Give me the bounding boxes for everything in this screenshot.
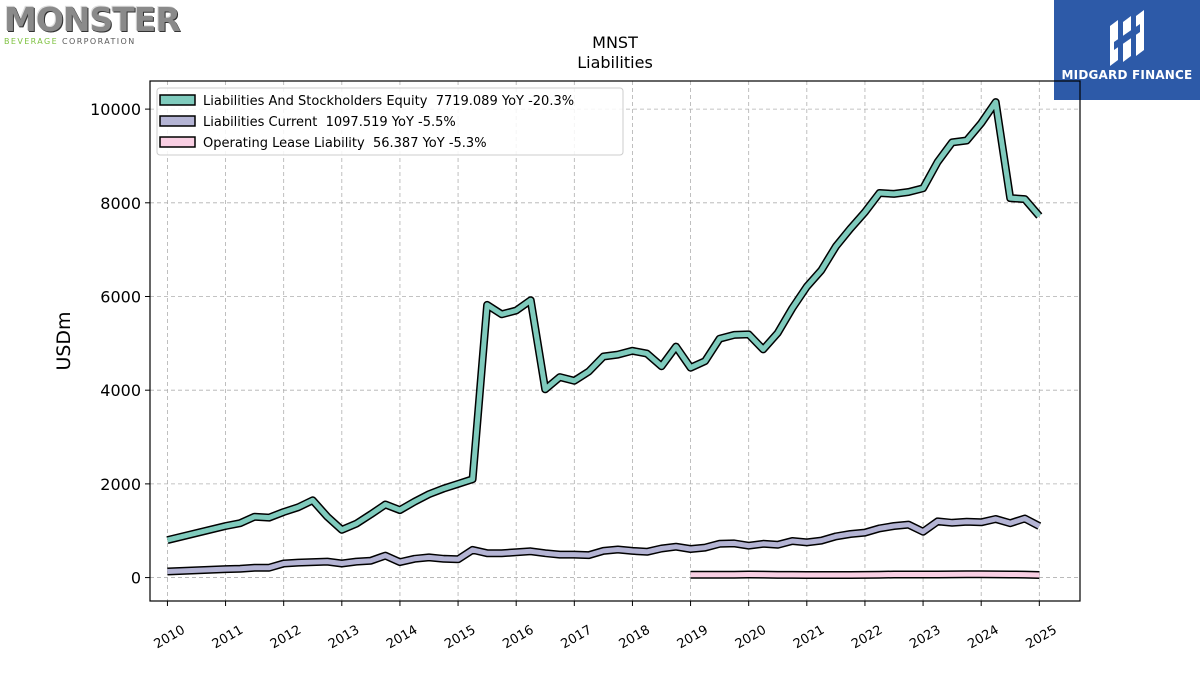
x-tick-label: 2015 [442, 623, 478, 653]
monster-logo-sub-corporation: CORPORATION [58, 37, 136, 46]
x-tick-label: 2025 [1023, 623, 1059, 653]
y-tick-label: 2000 [100, 475, 141, 494]
x-tick-label: 2020 [733, 623, 769, 653]
x-tick-label: 2022 [849, 623, 885, 653]
x-tick-label: 2012 [268, 623, 304, 653]
legend-box [156, 87, 624, 156]
x-tick-label: 2014 [384, 623, 420, 653]
chart-title: MNST [592, 33, 638, 52]
legend-label-3: Operating Lease Liability 56.387 YoY -5.… [203, 136, 487, 151]
x-tick-label: 2010 [152, 623, 188, 653]
series-outline-1 [166, 98, 1043, 544]
monster-logo-wordmark: MONSTER [4, 0, 181, 39]
x-tick-label: 2019 [675, 623, 711, 653]
y-tick-label: 8000 [100, 194, 141, 213]
series-line-1 [166, 99, 1042, 543]
y-tick-label: 10000 [90, 100, 141, 119]
monster-logo-subline: BEVERAGE CORPORATION [4, 37, 164, 46]
series-line-3 [690, 571, 1040, 578]
x-tick-label: 2021 [791, 623, 827, 653]
legend-swatch-1 [159, 94, 196, 106]
x-tick-label: 2016 [500, 623, 536, 653]
plot-frame [149, 80, 1081, 602]
x-tick-label: 2018 [617, 623, 653, 653]
series-layer [166, 98, 1043, 579]
legend: Liabilities And Stockholders Equity 7719… [156, 87, 624, 156]
midgard-finance-name: MIDGARD FINANCE [1061, 68, 1193, 82]
x-tick-label: 2011 [210, 623, 246, 653]
legend-label-2: Liabilities Current 1097.519 YoY -5.5% [203, 115, 456, 130]
x-tick-label: 2024 [965, 623, 1001, 653]
midgard-finance-logo: MIDGARD FINANCE [1054, 0, 1200, 100]
y-axis-label: USDm [53, 311, 75, 370]
legend-swatch-3 [159, 136, 196, 148]
x-tick-label: 2023 [907, 623, 943, 653]
x-tick-label: 2013 [326, 623, 362, 653]
legend-swatch-2 [159, 115, 196, 127]
x-tick-label: 2017 [558, 623, 594, 653]
monster-logo: MONSTER BEVERAGE CORPORATION [4, 0, 181, 48]
monster-logo-sub-beverage: BEVERAGE [4, 37, 59, 46]
y-tick-label: 6000 [100, 287, 141, 306]
midgard-shield-icon [1110, 10, 1144, 66]
chart-subtitle: Liabilities [577, 53, 653, 72]
legend-label-1: Liabilities And Stockholders Equity 7719… [203, 94, 574, 109]
series-line-2 [167, 516, 1041, 574]
y-tick-label: 0 [131, 569, 141, 588]
y-tick-label: 4000 [100, 381, 141, 400]
